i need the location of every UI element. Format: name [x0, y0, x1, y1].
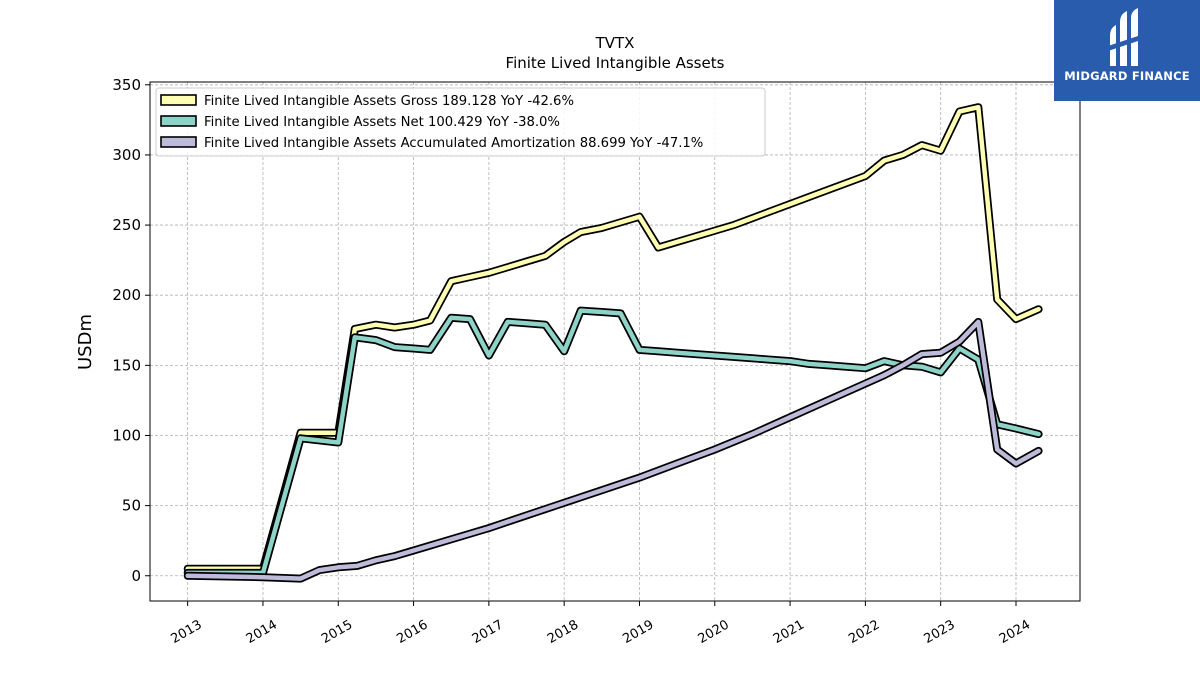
x-tick-label: 2020 — [696, 617, 732, 647]
x-tick-label: 2016 — [394, 617, 430, 647]
x-tick-label: 2024 — [997, 617, 1033, 647]
midgard-logo-icon — [1108, 8, 1144, 66]
y-tick-label: 100 — [112, 426, 141, 444]
y-tick-label: 350 — [112, 76, 141, 94]
y-tick-label: 50 — [122, 497, 141, 515]
x-tick-label: 2013 — [168, 617, 204, 647]
x-tick-label: 2018 — [545, 617, 581, 647]
series-group — [183, 103, 1043, 583]
x-tick-label: 2017 — [470, 617, 506, 647]
y-tick-label: 300 — [112, 146, 141, 164]
x-tick-label: 2019 — [620, 617, 656, 647]
legend-label: Finite Lived Intangible Assets Gross 189… — [204, 94, 574, 109]
legend-swatch — [160, 94, 197, 106]
x-axis: 2013 2014 2015 2016 2017 2018 2019 2020 2021 2022… — [168, 601, 1033, 647]
y-tick-label: 0 — [131, 567, 141, 585]
series-line — [185, 319, 1041, 581]
grid — [150, 82, 1080, 601]
chart-title: TVTX — [595, 34, 635, 52]
y-tick-label: 150 — [112, 356, 141, 374]
chart-subtitle: Finite Lived Intangible Assets — [506, 54, 725, 72]
x-tick-label: 2023 — [922, 617, 958, 647]
series-line — [185, 308, 1041, 576]
legend: Finite Lived Intangible Assets Gross 189… — [155, 87, 766, 157]
legend-swatch — [160, 115, 197, 127]
plot-frame — [149, 81, 1081, 602]
legend-swatch — [160, 136, 197, 148]
series-line-outline — [183, 103, 1043, 573]
x-tick-label: 2022 — [846, 617, 882, 647]
brand-logo: MIDGARD FINANCE — [1054, 0, 1200, 101]
y-axis: 0 50 100 150 200 250 300 350 — [112, 76, 150, 585]
legend-label: Finite Lived Intangible Assets Net 100.4… — [204, 115, 560, 130]
legend-label: Finite Lived Intangible Assets Accumulat… — [204, 136, 703, 151]
y-tick-label: 250 — [112, 216, 141, 234]
y-axis-label: USDm — [75, 314, 96, 370]
logo-text: MIDGARD FINANCE — [1064, 69, 1190, 83]
y-tick-label: 200 — [112, 286, 141, 304]
x-tick-label: 2015 — [319, 617, 355, 647]
x-tick-label: 2021 — [771, 617, 807, 647]
legend-box — [155, 87, 766, 157]
x-tick-label: 2014 — [244, 617, 280, 647]
series-line — [185, 104, 1041, 571]
